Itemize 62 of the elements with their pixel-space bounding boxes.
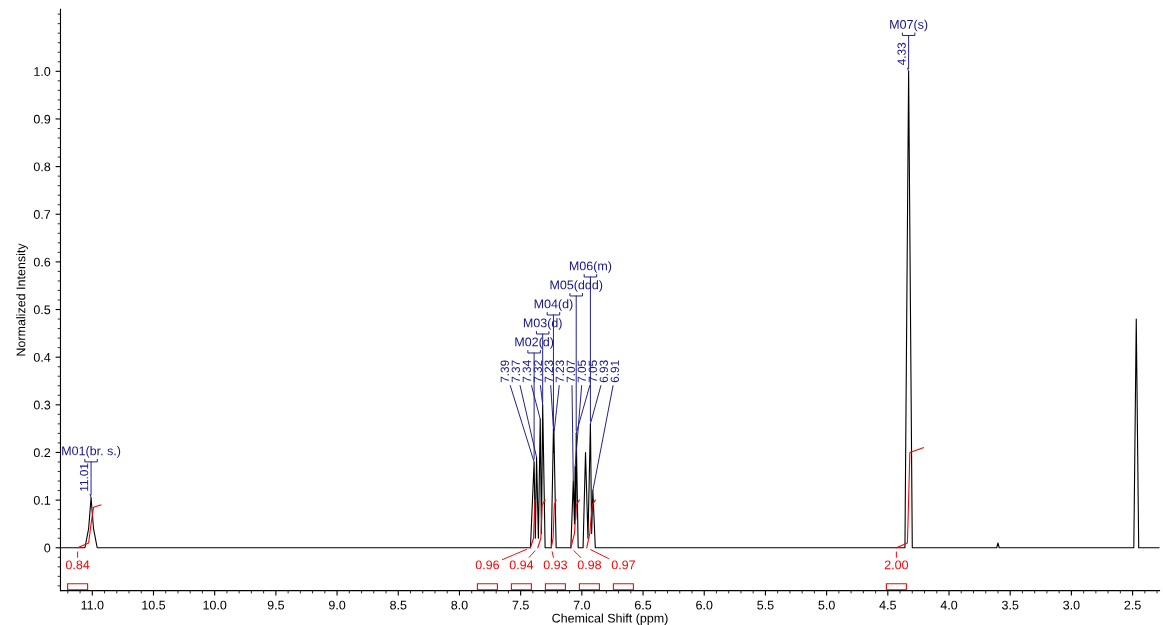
- annotation: 7.39: [500, 360, 509, 383]
- x-tick-label: 3.5: [1001, 600, 1019, 610]
- annotation: M06(m): [569, 261, 612, 273]
- y-tick-label: 0.6: [33, 257, 51, 267]
- y-axis-title: Normalized Intensity: [16, 243, 28, 356]
- x-tick-label: 7.5: [512, 600, 529, 610]
- y-tick-label: 0.8: [33, 162, 51, 172]
- annotation: 4.33: [897, 42, 906, 66]
- annotation: M01(br. s.): [62, 446, 121, 458]
- x-tick-label: 10.0: [203, 600, 227, 610]
- x-axis-title: Chemical Shift (ppm): [552, 613, 668, 625]
- line-series: [537, 499, 546, 549]
- y-tick-label: 0.7: [33, 210, 51, 219]
- annotation: 6.91: [610, 360, 619, 383]
- y-tick-label: 0.1: [33, 495, 51, 505]
- x-tick-label: 8.0: [451, 600, 468, 610]
- annotation: 7.05: [577, 360, 586, 383]
- annotation: 6.93: [599, 360, 608, 383]
- y-tick-label: 0.3: [33, 400, 51, 410]
- x-tick-label: 5.5: [757, 600, 774, 610]
- x-tick-label: 2.5: [1124, 600, 1141, 610]
- y-tick-label: 0: [44, 543, 51, 553]
- annotation: 7.05: [588, 360, 597, 383]
- annotation: 0.97: [611, 560, 635, 570]
- line-series: [77, 504, 102, 549]
- annotation: M07(s): [890, 19, 928, 32]
- x-tick-label: 11.0: [81, 600, 104, 610]
- annotation: 0.84: [65, 560, 90, 570]
- y-tick-label: 0.2: [33, 448, 51, 458]
- line-series: [550, 499, 557, 549]
- y-tick-label: 1.0: [34, 67, 51, 76]
- annotation: 0.93: [543, 560, 568, 570]
- annotation: 7.07: [566, 360, 575, 383]
- x-tick-label: 6.0: [696, 600, 713, 610]
- annotation: 0.94: [509, 560, 534, 570]
- annotation: 7.23: [555, 360, 564, 383]
- x-tick-label: 10.5: [142, 600, 166, 610]
- x-tick-label: 8.5: [390, 600, 407, 610]
- annotation: 11.01: [79, 463, 89, 491]
- x-tick-label: 4.5: [879, 600, 896, 610]
- line-series: [570, 499, 580, 549]
- annotation: 2.00: [884, 560, 909, 570]
- x-tick-label: 9.5: [267, 600, 285, 610]
- line-series: [529, 499, 536, 549]
- x-tick-label: 6.5: [634, 600, 652, 610]
- y-tick-label: 0.4: [33, 352, 51, 362]
- annotation: 7.23: [544, 360, 553, 383]
- annotation: 0.96: [475, 560, 500, 570]
- annotation: 7.34: [522, 360, 531, 383]
- annotation: 7.37: [511, 360, 520, 383]
- line-series: [895, 447, 924, 549]
- x-tick-label: 3.0: [1063, 600, 1080, 610]
- annotation: M04(d): [534, 299, 573, 311]
- annotation: 0.98: [577, 560, 602, 570]
- y-tick-label: 0.9: [33, 114, 51, 124]
- x-tick-label: 4.0: [940, 600, 958, 610]
- annotation: 7.32: [533, 360, 542, 383]
- x-tick-label: 9.0: [328, 600, 346, 610]
- x-tick-label: 5.0: [818, 600, 835, 610]
- line-series: [586, 499, 596, 549]
- y-tick-label: 0.5: [33, 305, 51, 315]
- x-tick-label: 7.0: [573, 600, 591, 610]
